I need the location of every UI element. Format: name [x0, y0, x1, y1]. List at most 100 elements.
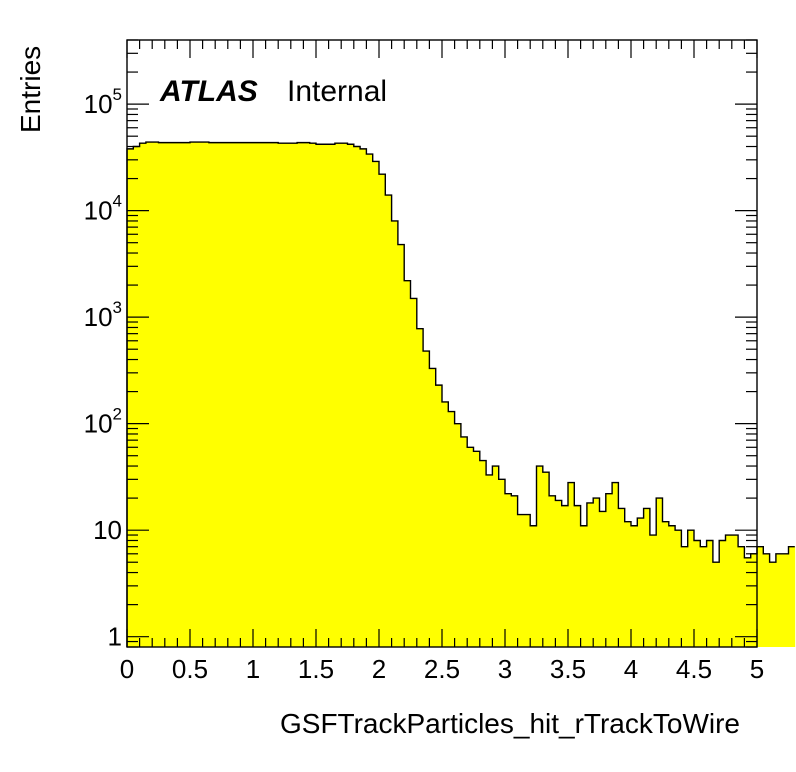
- histogram-bin: [385, 195, 392, 647]
- histogram-bin: [404, 280, 411, 647]
- histogram-bin: [177, 142, 185, 647]
- x-tick-label: 4.5: [676, 654, 712, 684]
- histogram-bin: [542, 472, 550, 647]
- histogram-bin: [498, 479, 506, 647]
- histogram-bin: [479, 460, 487, 647]
- histogram-bin: [183, 142, 191, 647]
- histogram-bin: [523, 514, 531, 647]
- histogram-bin: [530, 525, 537, 647]
- histogram-bin: [240, 142, 248, 647]
- y-tick-label: 104: [84, 192, 122, 226]
- x-tick-labels: 0 0.5 1 1.5 2 2.5 3 3.5 4 4.5 5: [120, 654, 764, 684]
- histogram-bin: [593, 498, 600, 647]
- histogram-bin: [391, 220, 399, 647]
- histogram-outline: [126, 141, 795, 647]
- histogram-bin: [253, 142, 260, 647]
- histogram-bin: [731, 535, 739, 647]
- histogram-bin: [467, 447, 474, 647]
- histogram-bin: [454, 423, 462, 647]
- histogram-bin: [675, 530, 682, 647]
- atlas-label: ATLAS: [159, 75, 258, 108]
- x-tick-label: 2.5: [424, 654, 460, 684]
- histogram-bin: [152, 142, 159, 647]
- x-axis-title: GSFTrackParticles_hit_rTrackToWire: [280, 708, 740, 739]
- histogram-series: [126, 141, 796, 648]
- histogram-bin: [580, 525, 588, 647]
- histogram-bin: [460, 436, 468, 647]
- axis-ticks: [126, 39, 758, 648]
- x-tick-label: 0: [120, 654, 134, 684]
- histogram-bin: [656, 498, 663, 647]
- histogram-bin: [719, 540, 726, 647]
- histogram-bin: [700, 546, 707, 647]
- histogram-bin: [328, 144, 336, 647]
- x-tick-label: 3: [498, 654, 512, 684]
- x-tick-label: 3.5: [550, 654, 586, 684]
- histogram-bin: [624, 521, 632, 647]
- histogram-bin: [782, 553, 789, 647]
- internal-label: Internal: [287, 75, 387, 108]
- histogram-bin: [448, 411, 455, 647]
- histogram-bin: [347, 144, 355, 647]
- histogram-bin: [227, 142, 235, 647]
- histogram-bin: [561, 505, 569, 647]
- histogram-bin: [757, 546, 764, 647]
- histogram-bin: [505, 493, 512, 647]
- histogram-bin: [568, 482, 575, 647]
- histogram-bin: [171, 142, 178, 647]
- x-tick-label: 1: [246, 654, 260, 684]
- histogram-bin: [284, 143, 292, 648]
- histogram-bin: [574, 505, 581, 647]
- x-tick-label: 2: [372, 654, 386, 684]
- histogram-bin: [486, 474, 493, 647]
- histogram-bin: [706, 540, 714, 647]
- histogram-bin: [379, 174, 386, 647]
- histogram-bin: [353, 146, 361, 647]
- histogram-bin: [246, 142, 254, 647]
- x-tick-label: 0.5: [172, 654, 208, 684]
- histogram-bin: [360, 148, 367, 647]
- histogram-bin: [649, 535, 657, 647]
- histogram-bin: [612, 482, 619, 647]
- histogram-bin: [549, 495, 556, 647]
- histogram-bin: [429, 368, 437, 647]
- histogram-bin: [196, 142, 203, 647]
- histogram-bin: [788, 546, 796, 647]
- histogram-bin: [492, 466, 500, 647]
- y-tick-label: 103: [84, 298, 122, 332]
- histogram-bin: [290, 143, 298, 648]
- x-tick-label: 4: [624, 654, 638, 684]
- histogram-bin: [341, 143, 348, 648]
- histogram-bin: [769, 562, 777, 647]
- histogram-bin: [517, 514, 525, 647]
- y-tick-label: 102: [84, 405, 122, 439]
- histogram-bin: [215, 142, 222, 647]
- x-tick-label: 5: [750, 654, 764, 684]
- histogram-bin: [763, 553, 770, 647]
- histogram-bin: [473, 451, 481, 647]
- histogram-bin: [127, 148, 134, 647]
- histogram-bin: [366, 154, 374, 647]
- histogram-bin: [643, 508, 651, 647]
- histogram-bin: [618, 508, 626, 647]
- histogram-bin: [322, 144, 329, 647]
- histogram-bin: [725, 535, 733, 647]
- histogram-bin: [297, 142, 304, 647]
- histogram-bin: [334, 143, 342, 648]
- x-tick-label: 1.5: [298, 654, 334, 684]
- histogram-bin: [316, 144, 323, 647]
- histogram-bin: [712, 562, 720, 647]
- histogram-bin: [271, 142, 279, 647]
- histogram-bin: [303, 142, 311, 647]
- histogram-bin: [164, 142, 172, 647]
- histogram-bin: [605, 493, 613, 647]
- histogram-bin: [259, 142, 266, 647]
- histogram-bin: [221, 142, 229, 647]
- y-tick-label: 10: [93, 515, 122, 545]
- histogram-bin: [681, 546, 689, 647]
- histogram-bin: [139, 143, 147, 648]
- histogram-bin: [190, 142, 197, 647]
- histogram-bin: [744, 557, 752, 647]
- histogram-bin: [309, 143, 317, 648]
- histogram-bin: [775, 553, 783, 647]
